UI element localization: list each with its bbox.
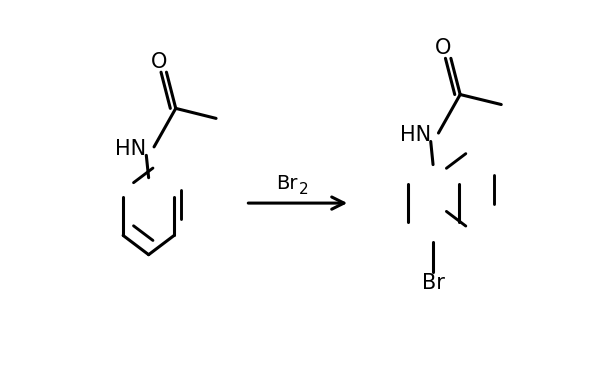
Text: O: O — [151, 52, 167, 72]
Text: Br: Br — [276, 174, 298, 193]
Text: Br: Br — [422, 273, 445, 293]
Text: HN: HN — [115, 139, 146, 159]
Text: 2: 2 — [299, 182, 308, 198]
Text: HN: HN — [400, 125, 431, 145]
Text: O: O — [435, 38, 451, 58]
